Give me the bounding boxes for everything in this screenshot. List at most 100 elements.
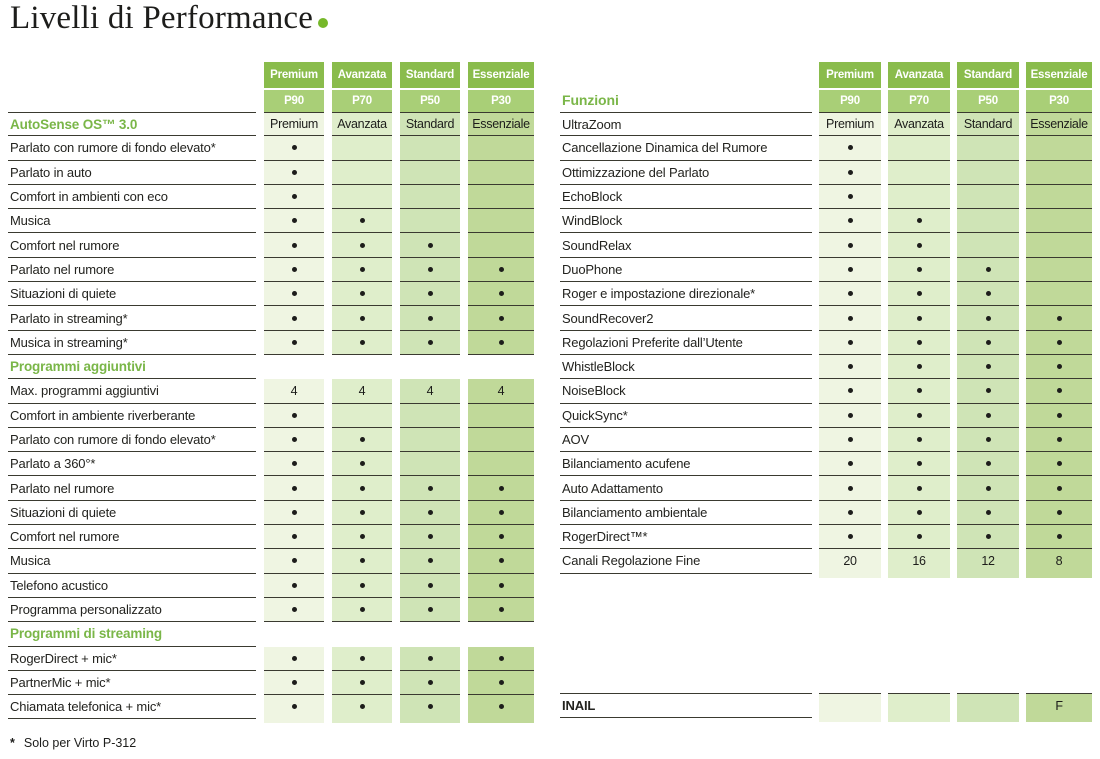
feature-dot-icon (427, 315, 433, 321)
feature-cell (264, 160, 324, 185)
feature-dot-icon (498, 582, 504, 588)
feature-cell (888, 403, 950, 428)
feature-row-label: RogerDirect™* (560, 525, 812, 550)
inail-cell (957, 693, 1019, 722)
feature-dot-icon (291, 534, 297, 540)
feature-cell (264, 573, 324, 598)
feature-cell (468, 646, 534, 671)
feature-dot-icon (291, 655, 297, 661)
feature-cell (957, 282, 1019, 307)
feature-dot-icon (847, 242, 853, 248)
feature-cell (332, 452, 392, 477)
feature-dot-icon (427, 704, 433, 710)
tier-value-cell: Essenziale (468, 112, 534, 137)
feature-cell (332, 160, 392, 185)
feature-dot-icon (916, 509, 922, 515)
feature-cell (332, 136, 392, 161)
feature-cell (468, 330, 534, 355)
tier-header-code: P50 (400, 90, 460, 112)
feature-cell (264, 476, 324, 501)
feature-dot-icon (498, 704, 504, 710)
feature-cell (264, 549, 324, 574)
feature-dot-icon (427, 242, 433, 248)
tier-header-name: Avanzata (332, 62, 392, 88)
feature-cell (819, 136, 881, 161)
feature-cell (819, 160, 881, 185)
feature-cell (957, 209, 1019, 234)
feature-cell (468, 306, 534, 331)
feature-cell (400, 573, 460, 598)
feature-cell (957, 160, 1019, 185)
feature-cell (957, 330, 1019, 355)
tier-header-code: P50 (957, 90, 1019, 112)
feature-dot-icon (916, 291, 922, 297)
feature-cell (888, 427, 950, 453)
feature-dot-icon (985, 266, 991, 272)
feature-cell (468, 427, 534, 453)
feature-dot-icon (427, 266, 433, 272)
feature-dot-icon (1056, 315, 1062, 321)
feature-cell (888, 282, 950, 307)
feature-cell (468, 500, 534, 526)
feature-dot-icon (847, 388, 853, 394)
feature-dot-icon (427, 607, 433, 613)
feature-dot-icon (359, 582, 365, 588)
inail-cell (888, 693, 950, 722)
feature-dot-icon (1056, 534, 1062, 540)
footnote-text: Solo per Virto P-312 (23, 736, 137, 750)
feature-cell (957, 452, 1019, 477)
tier-row-label: AutoSense OS™ 3.0 (8, 112, 256, 137)
feature-cell (468, 282, 534, 307)
inail-cell: F (1026, 693, 1092, 722)
feature-cell (957, 233, 1019, 258)
feature-dot-icon (916, 242, 922, 248)
feature-cell (264, 306, 324, 331)
feature-cell (819, 233, 881, 258)
feature-row-label: WhistleBlock (560, 355, 812, 380)
feature-dot-icon (985, 534, 991, 540)
feature-dot-icon (498, 291, 504, 297)
feature-cell (819, 330, 881, 355)
feature-dot-icon (498, 534, 504, 540)
feature-cell (819, 282, 881, 307)
feature-dot-icon (916, 437, 922, 442)
feature-row-label: Comfort in ambiente riverberante (8, 404, 256, 428)
feature-dot-icon (291, 242, 297, 248)
feature-dot-icon (985, 461, 991, 467)
feature-cell (332, 549, 392, 574)
feature-cell (400, 160, 460, 185)
feature-dot-icon (359, 315, 365, 321)
feature-cell (332, 330, 392, 355)
feature-row-label: Ottimizzazione del Parlato (560, 161, 812, 185)
feature-row-label: Parlato in streaming* (8, 306, 256, 331)
feature-cell (264, 670, 324, 696)
feature-dot-icon (498, 655, 504, 661)
feature-dot-icon (291, 194, 297, 200)
feature-cell (957, 427, 1019, 453)
feature-row-label: WindBlock (560, 209, 812, 234)
feature-dot-icon (916, 266, 922, 272)
inail-row-label: INAIL (560, 693, 812, 718)
feature-cell (400, 597, 460, 623)
feature-dot-icon (916, 485, 922, 491)
feature-cell (957, 379, 1019, 404)
feature-cell (468, 549, 534, 574)
inail-cell (819, 693, 881, 722)
feature-cell (1026, 209, 1092, 234)
feature-cell (888, 160, 950, 185)
feature-cell (888, 330, 950, 355)
footnote-marker: * (10, 736, 15, 750)
feature-cell (957, 354, 1019, 380)
feature-cell (332, 525, 392, 550)
feature-dot-icon (359, 339, 365, 345)
feature-cell: 4 (332, 379, 392, 404)
section-heading-funzioni: Funzioni (562, 92, 619, 108)
feature-cell (888, 452, 950, 477)
feature-dot-icon (847, 266, 853, 272)
table-corner-spacer (8, 62, 256, 112)
feature-dot-icon (847, 145, 853, 151)
feature-row-label: Roger e impostazione direzionale* (560, 282, 812, 307)
feature-cell (957, 184, 1019, 210)
tier-header-code: P70 (332, 90, 392, 112)
feature-dot-icon (359, 266, 365, 272)
